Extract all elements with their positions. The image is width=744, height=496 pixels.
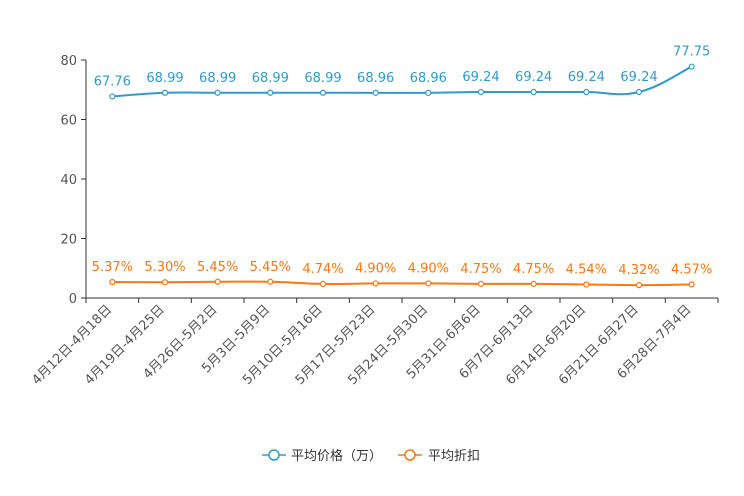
data-label: 4.57%	[671, 262, 712, 277]
data-point[interactable]	[688, 63, 695, 70]
legend-item-price[interactable]: 平均价格（万）	[262, 448, 382, 464]
data-label: 5.45%	[197, 260, 238, 275]
data-label: 68.99	[252, 71, 289, 86]
legend-discount-label: 平均折扣	[428, 449, 480, 464]
series-line-1	[112, 280, 692, 287]
data-label: 77.75	[673, 45, 710, 60]
data-point[interactable]	[161, 279, 169, 286]
data-label: 4.75%	[513, 262, 554, 277]
data-point[interactable]	[372, 280, 379, 287]
data-label: 67.76	[94, 74, 131, 89]
data-point[interactable]	[425, 89, 432, 96]
data-point[interactable]	[635, 282, 643, 289]
data-point[interactable]	[583, 281, 590, 288]
data-point[interactable]	[267, 89, 274, 96]
data-point[interactable]	[425, 280, 432, 287]
data-label: 68.99	[199, 71, 236, 86]
data-label: 69.24	[620, 70, 657, 85]
data-label: 4.74%	[302, 262, 343, 277]
data-label: 4.54%	[566, 262, 607, 277]
data-point[interactable]	[688, 281, 695, 288]
data-point[interactable]	[214, 278, 221, 285]
legend-discount-marker	[404, 449, 416, 461]
legend-price-label: 平均价格（万）	[291, 448, 382, 464]
data-point[interactable]	[319, 89, 327, 96]
data-label: 68.96	[410, 71, 447, 86]
data-label: 69.24	[515, 70, 552, 85]
data-label: 5.37%	[92, 260, 133, 275]
y-tick-label: 60	[60, 114, 77, 129]
data-label: 68.99	[304, 71, 341, 86]
data-point[interactable]	[477, 280, 485, 287]
y-tick-label: 20	[60, 233, 77, 248]
data-point[interactable]	[530, 280, 537, 287]
data-point[interactable]	[214, 89, 221, 96]
data-point[interactable]	[319, 280, 327, 287]
data-label: 4.32%	[618, 263, 659, 278]
data-label: 68.99	[146, 71, 183, 86]
data-point[interactable]	[161, 89, 169, 96]
data-label: 5.30%	[144, 260, 185, 275]
y-tick-label: 80	[60, 54, 77, 69]
data-label: 4.90%	[355, 261, 396, 276]
data-label: 69.24	[568, 70, 605, 85]
legend-price-marker	[268, 449, 280, 461]
data-label: 4.90%	[408, 261, 449, 276]
data-point[interactable]	[109, 93, 116, 100]
data-label: 5.45%	[250, 260, 291, 275]
data-point[interactable]	[267, 278, 274, 285]
y-tick-label: 40	[60, 173, 77, 188]
data-point[interactable]	[530, 88, 537, 96]
data-label: 68.96	[357, 71, 394, 86]
data-point[interactable]	[583, 88, 590, 96]
data-point[interactable]	[635, 88, 643, 96]
data-label: 69.24	[462, 70, 499, 85]
data-label: 4.75%	[460, 262, 501, 277]
legend-item-discount[interactable]: 平均折扣	[398, 449, 480, 464]
data-point[interactable]	[372, 89, 379, 96]
data-point[interactable]	[109, 278, 116, 286]
data-point[interactable]	[477, 88, 485, 96]
y-tick-label: 0	[69, 292, 77, 307]
series-line-0	[112, 65, 693, 98]
